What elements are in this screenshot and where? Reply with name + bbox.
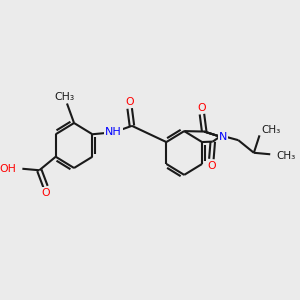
Text: OH: OH — [0, 164, 17, 174]
Text: CH₃: CH₃ — [276, 151, 296, 161]
Text: O: O — [198, 103, 206, 112]
Text: O: O — [207, 160, 216, 171]
Text: O: O — [125, 97, 134, 107]
Text: NH: NH — [105, 127, 122, 137]
Text: N: N — [219, 132, 227, 142]
Text: CH₃: CH₃ — [54, 92, 74, 102]
Text: CH₃: CH₃ — [262, 125, 281, 135]
Text: O: O — [41, 188, 50, 198]
